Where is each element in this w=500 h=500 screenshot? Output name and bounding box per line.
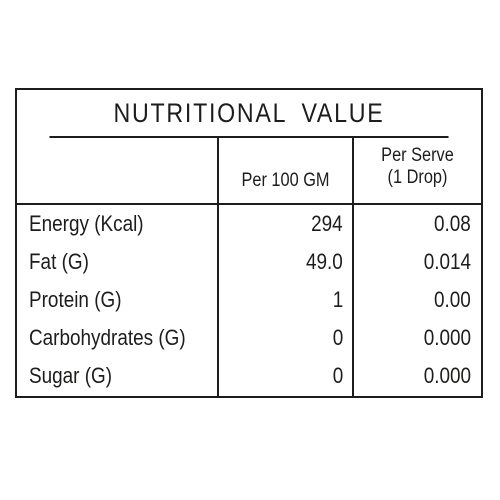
row-value-per-100: 0: [332, 325, 343, 350]
row-value-per-100: 0: [332, 363, 343, 388]
row-value-per-100: 1: [332, 287, 343, 312]
header-per-100-gm: Per 100 GM: [241, 170, 330, 191]
table-row-protein: Protein (G) 1 0.00: [17, 281, 481, 319]
row-value-per-100: 294: [311, 211, 343, 236]
table-row-sugar: Sugar (G) 0 0.000: [17, 357, 481, 395]
header-per-serve-line2: (1 Drop): [387, 167, 448, 188]
column-divider-1: [217, 138, 219, 396]
header-per-serve-line1: Per Serve: [381, 145, 454, 166]
row-value-per-serve: 0.08: [434, 211, 471, 236]
row-value-per-serve: 0.000: [423, 325, 471, 350]
row-label: Energy (Kcal): [29, 211, 144, 236]
nutrition-table: NUTRITIONAL VALUE Per 100 GM Per Serve (…: [15, 88, 483, 398]
row-label: Protein (G): [29, 287, 122, 312]
header-per-serve: Per Serve (1 Drop): [363, 145, 472, 189]
header-divider: [17, 203, 481, 205]
row-label: Fat (G): [29, 249, 89, 274]
table-title: NUTRITIONAL VALUE: [49, 90, 449, 138]
row-value-per-serve: 0.00: [434, 287, 471, 312]
table-row-carbohydrates: Carbohydrates (G) 0 0.000: [17, 319, 481, 357]
column-divider-2: [352, 138, 354, 396]
row-value-per-100: 49.0: [306, 249, 343, 274]
table-row-energy: Energy (Kcal) 294 0.08: [17, 205, 481, 243]
table-row-fat: Fat (G) 49.0 0.014: [17, 243, 481, 281]
row-label: Sugar (G): [29, 363, 113, 388]
row-value-per-serve: 0.000: [423, 363, 471, 388]
row-label: Carbohydrates (G): [29, 325, 186, 350]
row-value-per-serve: 0.014: [423, 249, 471, 274]
